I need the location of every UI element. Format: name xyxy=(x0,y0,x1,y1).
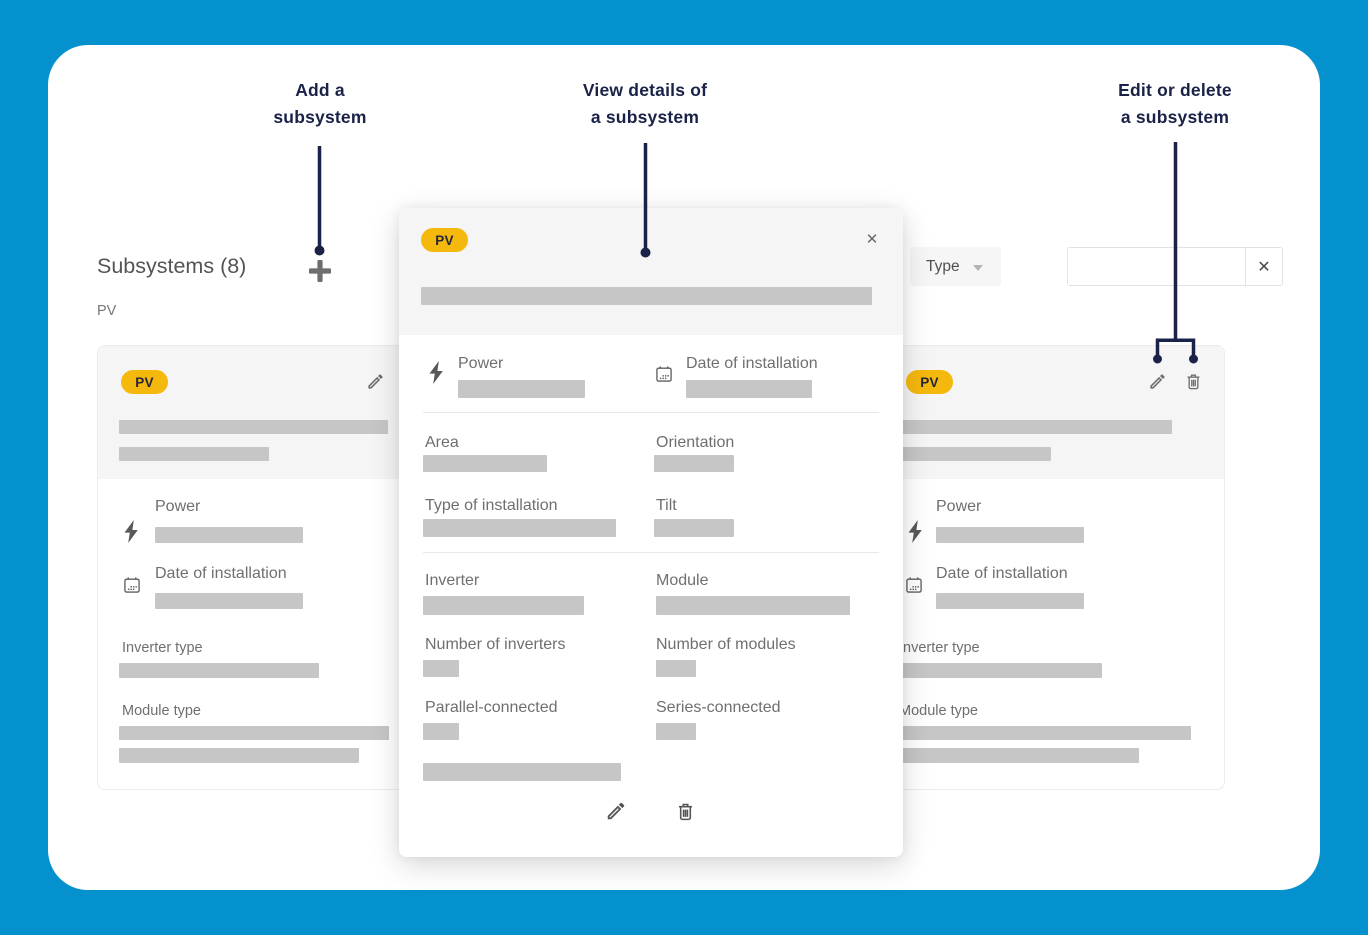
power-label: Power xyxy=(458,355,504,372)
delete-subsystem-button[interactable] xyxy=(675,801,698,824)
date-value-placeholder xyxy=(686,380,812,398)
edit-subsystem-button[interactable] xyxy=(366,372,386,392)
card-subtitle-placeholder xyxy=(902,447,1051,461)
date-value-placeholder xyxy=(155,593,303,609)
trash-icon xyxy=(678,803,693,821)
power-label: Power xyxy=(155,498,201,515)
number-of-inverters-label: Number of inverters xyxy=(425,636,566,653)
calendar-icon xyxy=(122,574,142,594)
area-value-placeholder xyxy=(423,455,547,472)
calendar-icon xyxy=(904,574,924,594)
delete-subsystem-button[interactable] xyxy=(1184,372,1204,392)
annotation-line-2: a subsystem xyxy=(1120,107,1230,127)
lightning-icon xyxy=(906,520,926,543)
search-box: ✕ xyxy=(1067,247,1283,286)
card-title-placeholder xyxy=(902,420,1172,434)
group-label: PV xyxy=(97,303,117,319)
tilt-value-placeholder xyxy=(654,519,734,537)
pv-badge: PV xyxy=(906,370,953,394)
orientation-label: Orientation xyxy=(656,434,735,451)
pencil-icon xyxy=(607,802,625,820)
area-label: Area xyxy=(425,434,459,451)
edit-subsystem-button[interactable] xyxy=(1148,372,1168,392)
module-label: Module xyxy=(656,572,709,589)
subsystem-details-modal: PV ✕ Power Date of installation Area Ori… xyxy=(399,208,903,857)
date-label: Date of installation xyxy=(936,565,1068,582)
search-input[interactable] xyxy=(1068,248,1246,285)
type-of-installation-placeholder xyxy=(423,519,616,537)
inverter-type-label: Inverter type xyxy=(122,640,203,656)
type-filter-dropdown[interactable]: Type xyxy=(910,247,1001,286)
pencil-icon xyxy=(1150,374,1165,389)
parallel-connected-placeholder xyxy=(423,723,459,740)
inverter-value-placeholder xyxy=(423,596,584,615)
date-label: Date of installation xyxy=(686,355,818,372)
subsystem-card[interactable]: PV Power Date of installation Inverter t xyxy=(880,345,1225,790)
date-value-placeholder xyxy=(936,593,1084,609)
add-subsystem-button[interactable] xyxy=(307,258,333,284)
close-icon: ✕ xyxy=(865,231,879,248)
annotation-view-details: View details of a subsystem xyxy=(545,77,745,131)
annotation-line-1: View details of xyxy=(582,80,708,100)
inverter-type-label: Inverter type xyxy=(899,640,980,656)
pv-badge: PV xyxy=(121,370,168,394)
clear-search-button[interactable]: ✕ xyxy=(1245,248,1282,285)
module-type-placeholder-2 xyxy=(902,748,1139,763)
date-label: Date of installation xyxy=(155,565,287,582)
module-value-placeholder xyxy=(656,596,850,615)
annotation-line-1: Add a xyxy=(295,80,345,100)
chevron-down-icon xyxy=(972,264,983,271)
card-subtitle-placeholder xyxy=(119,447,269,461)
lightning-icon xyxy=(122,520,142,543)
page-title: Subsystems (8) xyxy=(97,254,247,278)
power-value-placeholder xyxy=(155,527,303,543)
trash-icon xyxy=(1187,374,1200,390)
modal-title-placeholder xyxy=(421,287,872,305)
calendar-icon xyxy=(654,363,674,383)
power-value-placeholder xyxy=(936,527,1084,543)
number-of-modules-label: Number of modules xyxy=(656,636,796,653)
tilt-label: Tilt xyxy=(656,497,677,514)
type-filter-label: Type xyxy=(926,257,960,275)
module-type-label: Module type xyxy=(122,703,201,719)
annotation-line-2: a subsystem xyxy=(590,107,700,127)
number-of-modules-placeholder xyxy=(656,660,696,677)
edit-subsystem-button[interactable] xyxy=(605,800,628,823)
modal-extra-placeholder xyxy=(423,763,621,781)
plus-icon xyxy=(309,260,331,282)
annotation-line-1: Edit or delete xyxy=(1118,80,1232,100)
module-type-label: Module type xyxy=(899,703,978,719)
inverter-label: Inverter xyxy=(425,572,480,589)
series-connected-placeholder xyxy=(656,723,696,740)
subsystem-card[interactable]: PV Power Date of installation Inverter t xyxy=(97,345,420,790)
annotation-edit-delete: Edit or delete a subsystem xyxy=(1075,77,1275,131)
series-connected-label: Series-connected xyxy=(656,699,781,716)
module-type-placeholder-2 xyxy=(119,748,359,763)
pv-badge: PV xyxy=(421,228,468,252)
card-title-placeholder xyxy=(119,420,388,434)
orientation-value-placeholder xyxy=(654,455,734,472)
module-type-placeholder xyxy=(902,726,1191,740)
modal-header xyxy=(399,208,903,335)
divider xyxy=(423,552,879,553)
inverter-type-placeholder xyxy=(119,663,319,678)
clear-icon: ✕ xyxy=(1257,258,1271,276)
close-button[interactable]: ✕ xyxy=(861,229,883,251)
inverter-type-placeholder xyxy=(902,663,1102,678)
module-type-placeholder xyxy=(119,726,389,740)
power-value-placeholder xyxy=(458,380,585,398)
parallel-connected-label: Parallel-connected xyxy=(425,699,558,716)
type-of-installation-label: Type of installation xyxy=(425,497,558,514)
annotation-line-2: subsystem xyxy=(273,107,367,127)
divider xyxy=(423,412,879,413)
power-label: Power xyxy=(936,498,982,515)
pencil-icon xyxy=(368,374,383,389)
annotation-add-subsystem: Add a subsystem xyxy=(230,77,410,131)
lightning-icon xyxy=(427,361,447,384)
number-of-inverters-placeholder xyxy=(423,660,459,677)
